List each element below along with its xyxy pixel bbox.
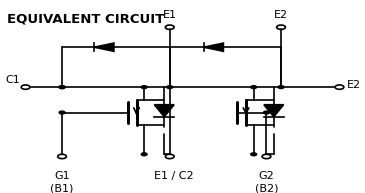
- Circle shape: [264, 111, 269, 114]
- Circle shape: [251, 153, 257, 156]
- Text: (B2): (B2): [255, 183, 278, 193]
- Text: C1: C1: [5, 75, 20, 85]
- Text: E1 / C2: E1 / C2: [154, 171, 193, 181]
- Circle shape: [59, 86, 65, 89]
- Circle shape: [59, 86, 65, 89]
- Circle shape: [141, 153, 147, 156]
- Text: G1: G1: [54, 171, 70, 181]
- Circle shape: [167, 86, 173, 89]
- Circle shape: [278, 86, 284, 89]
- Polygon shape: [154, 105, 174, 117]
- Circle shape: [59, 111, 65, 114]
- Polygon shape: [264, 105, 284, 117]
- Text: E2: E2: [274, 10, 288, 20]
- Text: E1: E1: [163, 10, 177, 20]
- Polygon shape: [94, 43, 114, 51]
- Circle shape: [251, 86, 257, 89]
- Polygon shape: [204, 43, 223, 51]
- Text: G2: G2: [258, 171, 274, 181]
- Text: E2: E2: [347, 80, 361, 90]
- Text: (B1): (B1): [50, 183, 74, 193]
- Text: EQUIVALENT CIRCUIT: EQUIVALENT CIRCUIT: [7, 13, 165, 26]
- Circle shape: [141, 86, 147, 89]
